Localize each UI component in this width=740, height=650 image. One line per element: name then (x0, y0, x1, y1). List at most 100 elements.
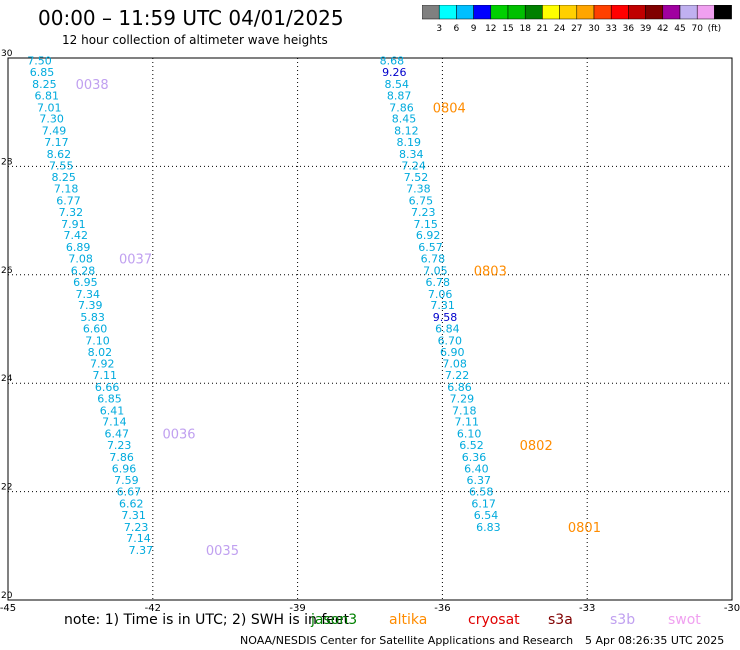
wave-height-label: 7.55 (49, 159, 74, 172)
wave-height-label: 6.60 (83, 322, 108, 335)
wave-height-label: 8.02 (88, 346, 113, 359)
wave-height-label: 7.15 (413, 218, 438, 231)
legend-cryosat: cryosat (468, 612, 520, 628)
colorbar-label: 42 (657, 24, 668, 33)
y-tick-label: 22 (1, 483, 12, 493)
colorbar-label: 33 (605, 24, 616, 33)
wave-height-label: 6.66 (95, 381, 120, 394)
wave-height-label: 6.28 (71, 264, 96, 277)
wave-height-label: 7.14 (102, 416, 127, 429)
wave-height-label: 7.18 (452, 404, 477, 417)
pass-time-label: 0802 (520, 439, 553, 454)
wave-height-label: 8.87 (387, 89, 412, 102)
legend-altika: altika (389, 612, 428, 628)
colorbar-swatch (714, 5, 732, 20)
wave-height-label: 7.38 (406, 183, 431, 196)
wave-height-label: 7.23 (411, 206, 436, 219)
wave-height-label: 7.11 (454, 416, 479, 429)
y-tick-label: 26 (1, 266, 13, 276)
page-subtitle: 12 hour collection of altimeter wave hei… (62, 33, 328, 47)
wave-height-label: 8.54 (384, 78, 409, 91)
wave-height-label: 7.01 (37, 101, 62, 114)
wave-height-label: 7.50 (27, 55, 52, 68)
wave-height-label: 7.30 (39, 113, 64, 126)
legend-swot: swot (668, 612, 701, 628)
wave-height-label: 6.95 (73, 276, 98, 289)
wave-height-label: 7.92 (90, 358, 115, 371)
wave-height-label: 6.92 (416, 229, 441, 242)
wave-height-label: 8.62 (47, 148, 72, 161)
wave-height-label: 5.83 (80, 311, 105, 324)
pass-time-label: 0037 (119, 253, 152, 268)
note-text: note: 1) Time is in UTC; 2) SWH is in fe… (64, 612, 350, 628)
colorbar-label: 45 (674, 24, 685, 33)
wave-height-label: 8.19 (397, 136, 422, 149)
wave-height-label: 6.77 (56, 195, 80, 208)
colorbar-label: 36 (623, 24, 635, 33)
wave-height-label: 7.39 (78, 299, 103, 312)
wave-height-label: 6.52 (459, 439, 484, 452)
wave-height-label: 7.86 (389, 101, 414, 114)
wave-height-label: 6.41 (100, 404, 125, 417)
wave-height-label: 6.78 (421, 253, 446, 266)
wave-height-label: 7.08 (68, 253, 93, 266)
wave-height-label: 6.57 (418, 241, 443, 254)
wave-height-label: 7.52 (404, 171, 429, 184)
wave-height-label: 7.37 (129, 544, 154, 557)
wave-height-label: 7.86 (109, 451, 134, 464)
wave-height-label: 6.17 (471, 498, 496, 511)
colorbar-label: 70 (691, 24, 703, 33)
legend-jason3: jason3 (311, 612, 358, 628)
wave-height-label: 7.22 (445, 369, 470, 382)
wave-height-label: 7.91 (61, 218, 86, 231)
x-tick-label: -42 (145, 603, 161, 612)
wave-height-label: 7.24 (401, 159, 426, 172)
page-title: 00:00 – 11:59 UTC 04/01/2025 (38, 6, 344, 30)
wave-height-label: 7.06 (428, 288, 453, 301)
wave-height-label: 7.10 (85, 334, 110, 347)
altimeter-chart: -45 -42 -39 -36 -33 -302022242628307.506.858.… (0, 49, 740, 612)
colorbar-label: (ft) (708, 24, 722, 33)
pass-time-label: 0036 (162, 428, 195, 443)
wave-height-label: 6.62 (119, 498, 144, 511)
y-tick-label: 24 (1, 374, 13, 384)
wave-height-label: 7.59 (114, 474, 139, 487)
colorbar-label: 6 (454, 24, 460, 33)
wave-height-label: 6.75 (409, 195, 434, 208)
wave-height-label: 6.89 (66, 241, 91, 254)
wave-height-label: 6.78 (426, 276, 451, 289)
x-tick-label: -45 (0, 603, 16, 612)
wave-height-label: 8.25 (51, 171, 76, 184)
wave-height-label: 7.11 (92, 369, 117, 382)
wave-height-label: 6.86 (447, 381, 472, 394)
colorbar-label: 30 (588, 24, 600, 33)
wave-height-label: 6.10 (457, 428, 482, 441)
wave-height-label: 6.70 (438, 334, 463, 347)
colorbar-label: 3 (436, 24, 442, 33)
pass-time-label: 0801 (568, 521, 601, 536)
colorbar-label: 21 (537, 24, 548, 33)
pass-time-label: 0804 (433, 101, 466, 116)
wave-height-label: 8.12 (394, 125, 419, 138)
wave-height-label: 6.84 (435, 322, 460, 335)
wave-height-label: 8.45 (392, 113, 417, 126)
wave-height-label: 6.81 (35, 89, 60, 102)
colorbar: 3 6 9 12 15 18 21 24 27 30 33 36 39 42 45 70 (ft) (422, 5, 732, 33)
y-tick-label: 30 (1, 49, 13, 59)
wave-height-label: 9.26 (382, 66, 407, 79)
wave-height-label: 7.05 (423, 264, 448, 277)
wave-height-label: 7.29 (450, 392, 475, 405)
wave-height-label: 7.18 (54, 183, 79, 196)
wave-height-label: 6.83 (476, 521, 501, 534)
legend-s3b: s3b (610, 612, 636, 628)
legend-s3a: s3a (548, 612, 573, 628)
wave-height-label: 7.31 (430, 299, 455, 312)
wave-height-label: 7.17 (44, 136, 68, 149)
wave-height-label: 7.49 (42, 125, 67, 138)
wave-height-label: 6.40 (464, 462, 489, 475)
wave-height-label: 6.67 (117, 486, 142, 499)
plot-frame (7, 57, 733, 601)
wave-height-label: 7.34 (76, 288, 101, 301)
x-tick-label: -33 (579, 603, 595, 612)
wave-height-label: 9.58 (433, 311, 458, 324)
